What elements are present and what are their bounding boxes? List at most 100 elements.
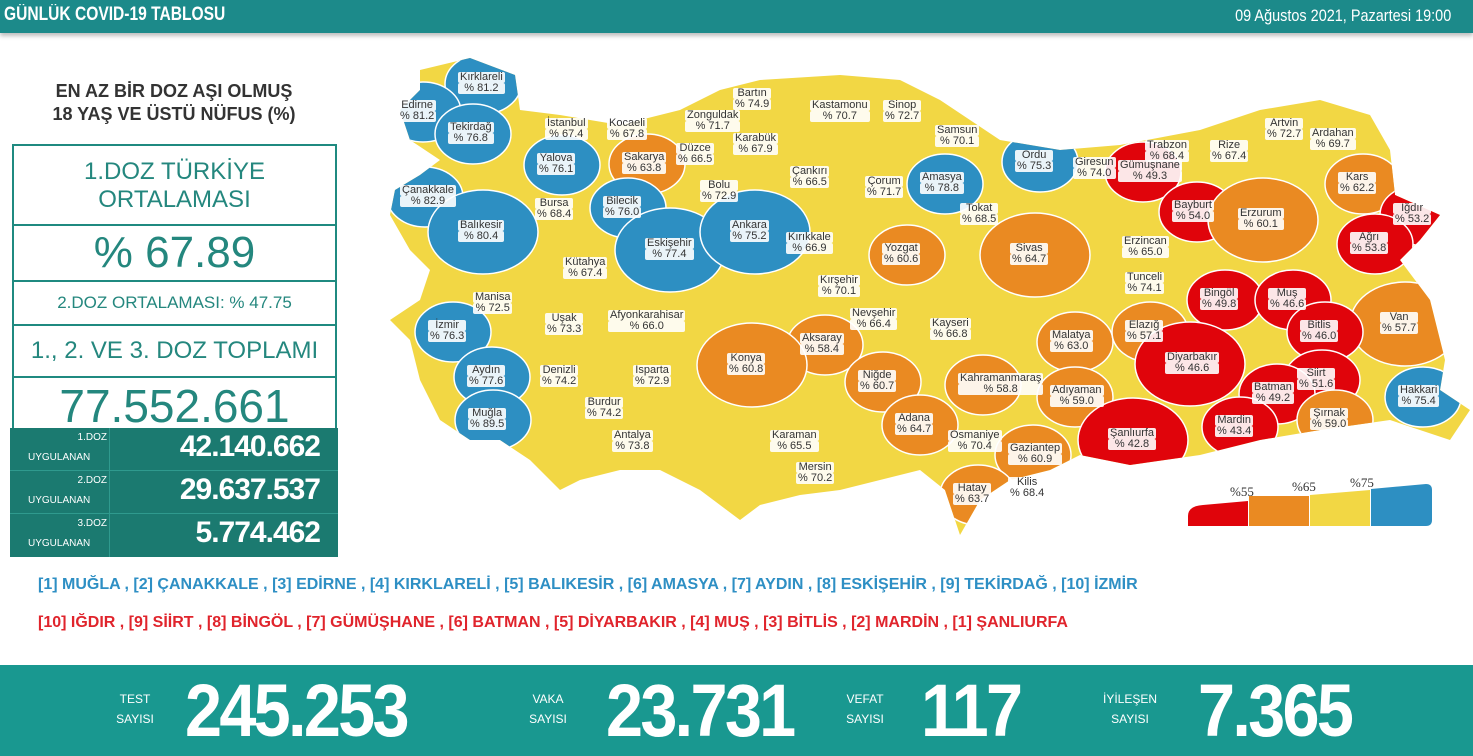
daily-stats-bar: TEST SAYISI 245.253 VAKA SAYISI 23.731 VEFAT…: [0, 665, 1473, 756]
vaccination-title: EN AZ BİR DOZ AŞI OLMUŞ 18 YAŞ VE ÜSTÜ N…: [14, 80, 334, 126]
province-label: Kırıkkale% 66.9: [786, 231, 833, 254]
province-label: Siirt% 51.6: [1297, 367, 1336, 390]
color-legend: %55 %65 %75: [1188, 475, 1433, 528]
province-label: Niğde% 60.7: [858, 369, 897, 392]
map-shapes: [390, 58, 1470, 535]
top-10-provinces: [1] MUĞLA , [2] ÇANAKKALE , [3] EDİRNE ,…: [38, 576, 1138, 593]
province-label: Erzincan% 65.0: [1122, 235, 1169, 258]
province-label: Sinop% 72.7: [883, 99, 922, 122]
province-label: Aydın% 77.6: [467, 364, 506, 387]
province-label: Erzurum% 60.1: [1238, 207, 1284, 230]
province-label: Mardin% 43.4: [1215, 414, 1254, 437]
province-label: Yozgat% 60.6: [882, 242, 921, 265]
total-doses-value: 77.552.661: [59, 380, 290, 432]
bottom-10-provinces: [10] IĞDIR , [9] SİİRT , [8] BİNGÖL , [7…: [38, 614, 1068, 631]
province-label: Rize% 67.4: [1210, 139, 1249, 162]
province-label: Konya% 60.8: [727, 352, 766, 375]
province-label: Malatya% 63.0: [1050, 329, 1093, 352]
province-label: Çanakkale% 82.9: [400, 184, 456, 207]
title-line-1: EN AZ BİR DOZ AŞI OLMUŞ: [55, 81, 293, 101]
province-label: Sivas% 64.7: [1010, 242, 1049, 265]
province-label: Gaziantep% 60.9: [1008, 442, 1063, 465]
title-line-2: 18 YAŞ VE ÜSTÜ NÜFUS (%): [52, 104, 296, 124]
province-label: Denizli% 74.2: [540, 364, 579, 387]
province-label: Kahramanmaraş% 58.8: [958, 372, 1044, 395]
legend-tick: %55: [1230, 484, 1254, 499]
province-label: Osmaniye% 70.4: [948, 429, 1002, 452]
province-label: Afyonkarahisar% 66.0: [608, 309, 686, 332]
total-doses-label: 1., 2. VE 3. DOZ TOPLAMI: [14, 326, 335, 378]
province-label: Hakkari% 75.4: [1398, 384, 1440, 407]
province-label: Manisa% 72.5: [473, 291, 513, 314]
province-label: Samsun% 70.1: [935, 124, 980, 147]
province-label: Bolu% 72.9: [700, 179, 739, 202]
province-label: Burdur% 74.2: [585, 396, 624, 419]
province-label: Trabzon% 68.4: [1145, 139, 1189, 162]
province-label: Van% 57.7: [1380, 311, 1419, 334]
province-label: Batman% 49.2: [1252, 381, 1294, 404]
legend-tick: %75: [1350, 475, 1374, 490]
doses-administered-table: 1.DOZ UYGULANAN 42.140.662 2.DOZ UYGULANAN 2…: [10, 428, 338, 557]
province-label: Ağrı% 53.8: [1350, 231, 1389, 254]
dose1-average-label: 1.DOZ TÜRKİYE ORTALAMASI: [14, 146, 335, 226]
province-label: Şırnak% 59.0: [1310, 407, 1349, 430]
province-label: Amasya% 78.8: [920, 171, 964, 194]
dose2-average: 2.DOZ ORTALAMASI: % 47.75: [14, 282, 335, 326]
province-label: Isparta% 72.9: [633, 364, 672, 387]
province-label: Eskişehir% 77.4: [645, 237, 694, 260]
province-label: Tokat% 68.5: [960, 202, 999, 225]
province-label: Bilecik% 76.0: [603, 195, 642, 218]
province-label: Ordu% 75.3: [1015, 149, 1054, 172]
province-label: Kırklareli% 81.2: [458, 71, 505, 94]
province-label: Kütahya% 67.4: [563, 256, 608, 279]
province-label: Kilis% 68.4: [1008, 476, 1047, 499]
province-label: Bayburt% 54.0: [1172, 199, 1214, 222]
province-label: Zonguldak% 71.7: [685, 109, 741, 132]
province-label: Tunceli% 74.1: [1125, 271, 1165, 294]
turkey-province-map: Kırklareli% 81.2 Edirne% 81.2 Tekirdağ% 76…: [390, 58, 1470, 535]
province-label: Kars% 62.2: [1338, 171, 1377, 194]
province-label: Giresun% 74.0: [1073, 156, 1116, 179]
province-label: Balıkesir% 80.4: [458, 219, 505, 242]
province-label: Kastamonu% 70.7: [810, 99, 870, 122]
province-label: Muş% 46.6: [1268, 287, 1307, 310]
province-label: Elazığ% 57.1: [1125, 319, 1164, 342]
province-label: Mersin% 70.2: [796, 461, 835, 484]
province-label: Gümüşhane% 49.3: [1118, 159, 1182, 182]
province-label: Karaman% 65.5: [770, 429, 819, 452]
province-label: Şanlıurfa% 42.8: [1108, 427, 1157, 450]
province-label: Diyarbakır% 46.6: [1165, 351, 1220, 374]
province-label: Artvin% 72.7: [1265, 117, 1304, 140]
province-label: Kayseri% 66.8: [930, 317, 971, 340]
province-label: Sakarya% 63.8: [622, 151, 667, 174]
province-label: Ardahan% 69.7: [1310, 127, 1356, 150]
province-label: Düzce% 66.5: [676, 142, 715, 165]
province-label: Edirne% 81.2: [398, 99, 437, 122]
province-label: Kırşehir% 70.1: [818, 274, 860, 297]
province-label: Kocaeli% 67.8: [607, 117, 648, 140]
province-label: Aksaray% 58.4: [800, 332, 844, 355]
province-label: Yalova% 76.1: [537, 152, 576, 175]
dose-row: 2.DOZ UYGULANAN 29.637.537: [10, 471, 338, 514]
page-title: GÜNLÜK COVID-19 TABLOSU: [4, 4, 226, 25]
province-label: Çorum% 71.7: [865, 175, 904, 198]
header-bar: GÜNLÜK COVID-19 TABLOSU 09 Ağustos 2021,…: [0, 0, 1473, 33]
province-label: Ankara% 75.2: [730, 219, 769, 242]
province-label: Bursa% 68.4: [535, 197, 574, 220]
datetime: 09 Ağustos 2021, Pazartesi 19:00: [1234, 6, 1451, 25]
legend-bar: [1188, 484, 1432, 526]
province-label: Bitlis% 46.0: [1300, 319, 1339, 342]
province-label: Bingöl% 49.8: [1200, 287, 1239, 310]
province-label: Hatay% 63.7: [953, 482, 992, 505]
legend-tick: %65: [1292, 479, 1316, 494]
province-label: Uşak% 73.3: [545, 312, 584, 335]
province-label: Iğdır% 53.2: [1393, 202, 1432, 225]
province-label: Antalya% 73.8: [612, 429, 653, 452]
province-label: Tekirdağ% 76.8: [448, 121, 494, 144]
dose-row: 1.DOZ UYGULANAN 42.140.662: [10, 428, 338, 471]
province-label: Muğla% 89.5: [468, 407, 507, 430]
vaccination-summary-panel: 1.DOZ TÜRKİYE ORTALAMASI % 67.89 2.DOZ OR…: [12, 144, 337, 432]
dose-row: 3.DOZ UYGULANAN 5.774.462: [10, 514, 338, 557]
province-label: Adana% 64.7: [895, 412, 934, 435]
province-label: Bartın% 74.9: [733, 87, 772, 110]
